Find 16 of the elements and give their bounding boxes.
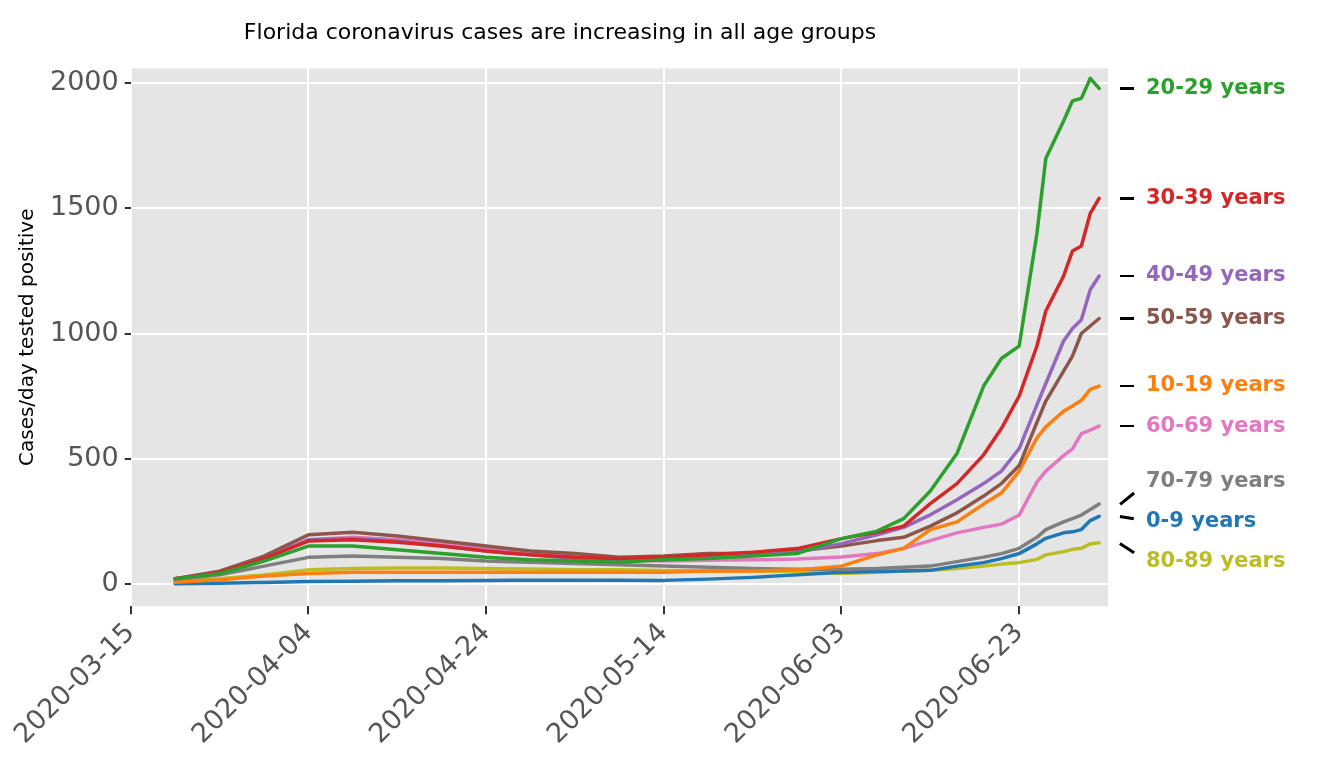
y-tick-label: 0 — [101, 565, 119, 597]
text: 50-59 years — [1146, 304, 1286, 329]
y-tick-label: 500 — [67, 440, 119, 472]
text: 60-69 years — [1146, 412, 1286, 437]
text: 40-49 years — [1146, 262, 1286, 287]
y-axis-title: Cases/day tested positive — [14, 208, 39, 466]
text: 30-39 years — [1146, 184, 1286, 209]
y-tick-label: 1500 — [49, 190, 119, 222]
y-tick-label: 2000 — [49, 65, 119, 97]
text: 20-29 years — [1146, 74, 1286, 99]
text: 80-89 years — [1146, 547, 1286, 572]
y-tick-label: 1000 — [49, 315, 119, 347]
text: 70-79 years — [1146, 467, 1286, 492]
text: 0-9 years — [1146, 507, 1257, 532]
text: 10-19 years — [1146, 372, 1286, 397]
chart-title: Florida coronavirus cases are increasing in all age groups — [243, 18, 877, 44]
